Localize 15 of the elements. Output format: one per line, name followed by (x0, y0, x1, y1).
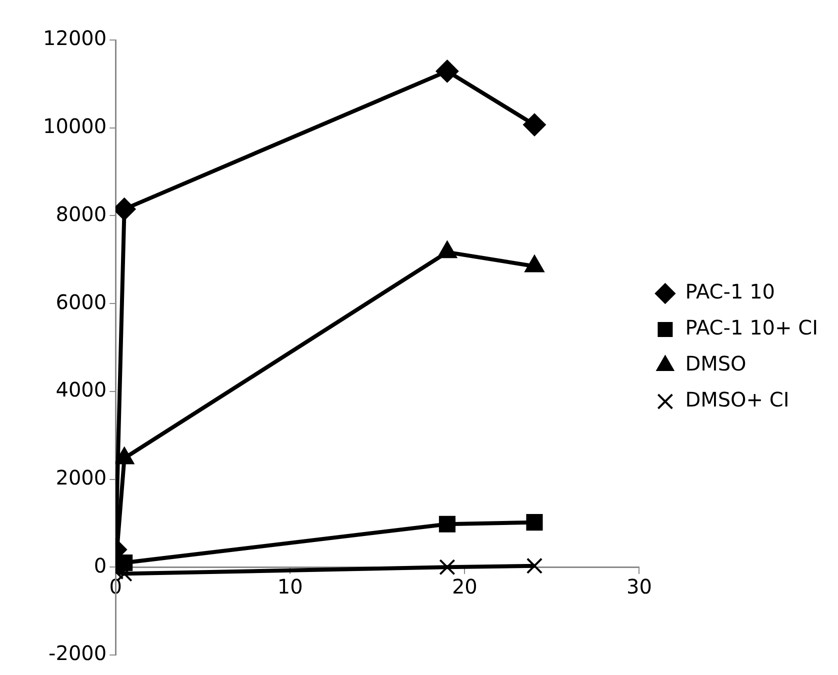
x-tick-label: 10 (277, 574, 303, 598)
y-tick-label: 4000 (56, 378, 107, 402)
y-tick-label: -2000 (48, 641, 107, 666)
y-tick-label: 6000 (56, 290, 107, 314)
legend-label: DMSO+ CI (685, 388, 790, 412)
x-tick-label: 20 (452, 574, 478, 598)
y-tick-label: 8000 (56, 202, 107, 226)
legend-label: PAC-1 10+ CI (685, 316, 818, 340)
y-tick-label: 12000 (43, 26, 107, 50)
legend-label: PAC-1 10 (685, 280, 776, 304)
y-tick-label: 0 (94, 553, 107, 578)
x-tick-label: 30 (626, 574, 652, 598)
y-tick-label: 10000 (43, 114, 107, 138)
legend-label: DMSO (685, 352, 746, 376)
y-tick-label: 2000 (56, 465, 107, 490)
